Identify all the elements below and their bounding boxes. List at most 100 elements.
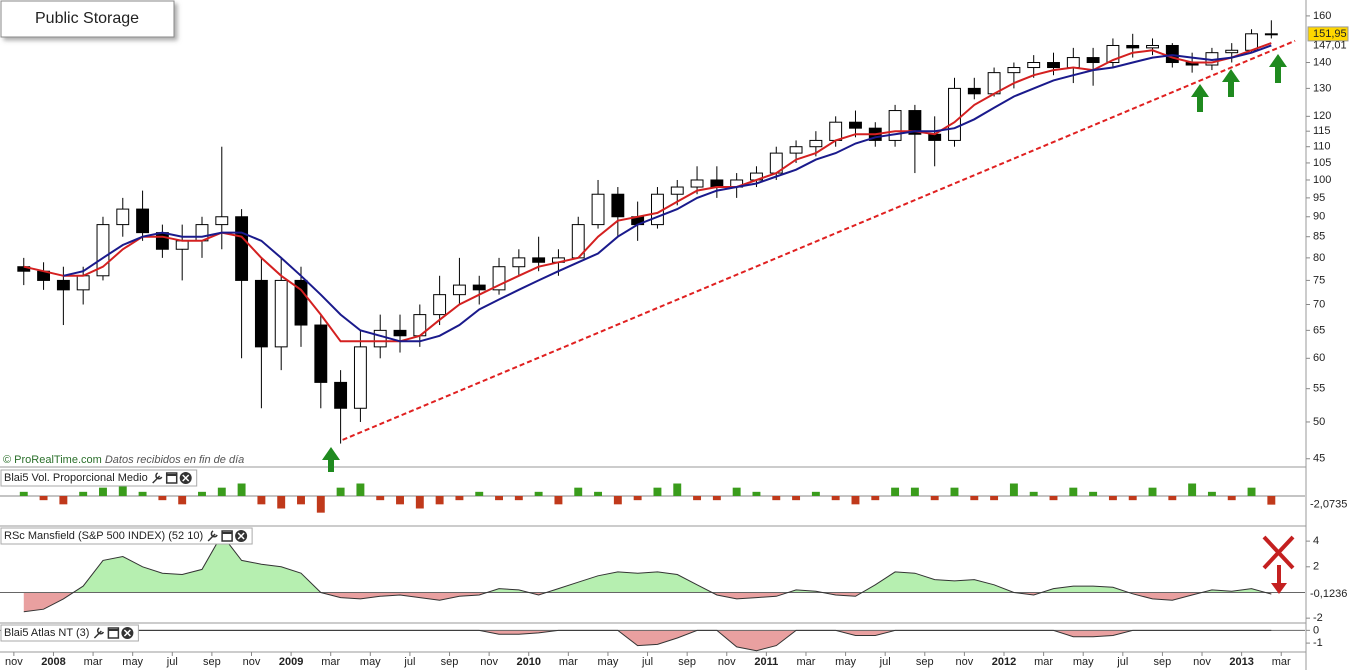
last-value-label: -0,1236	[1310, 588, 1347, 600]
x-tick-label: mar	[1034, 656, 1053, 668]
candle-body	[611, 193, 625, 218]
candle-body	[809, 139, 823, 148]
maximize-icon[interactable]	[221, 530, 233, 542]
x-tick-label: jul	[1116, 656, 1128, 668]
y-tick-label: 60	[1313, 352, 1325, 364]
bar	[534, 491, 543, 496]
down-arrow	[1271, 565, 1287, 594]
candle-body	[670, 186, 684, 195]
x-tick-label: sep	[678, 656, 696, 668]
bar	[514, 496, 523, 501]
chart-title: Public Storage	[35, 10, 139, 27]
candle-body	[96, 224, 110, 277]
y-tick-label: 85	[1313, 231, 1325, 243]
bar	[435, 496, 444, 505]
bar	[1108, 496, 1117, 501]
candle-body	[591, 193, 605, 226]
x-tick-label: sep	[203, 656, 221, 668]
bar	[455, 496, 464, 501]
x-tick-label: nov	[956, 656, 974, 668]
y-tick-label: 2	[1313, 561, 1319, 573]
candle-body	[136, 208, 150, 234]
pane-title-box	[0, 624, 139, 642]
maximize-icon[interactable]	[165, 472, 178, 484]
candle-body	[452, 284, 466, 296]
settings-icon[interactable]	[207, 530, 218, 542]
indicator-line	[23, 629, 1272, 652]
candle-body	[1007, 67, 1021, 74]
bar	[613, 496, 622, 505]
y-tick-label: 130	[1313, 82, 1331, 94]
x-tick-label: sep	[1154, 656, 1172, 668]
bar	[257, 496, 266, 505]
bar	[752, 491, 761, 496]
x-tick-label: may	[835, 656, 856, 668]
bar	[1069, 487, 1078, 496]
x-tick-label: 2009	[279, 656, 303, 668]
pane-header: Blai5 Vol. Proporcional Medio	[0, 469, 198, 487]
settings-icon[interactable]	[152, 472, 163, 484]
bar	[1267, 496, 1276, 505]
bar	[19, 491, 28, 496]
y-tick-label: 65	[1313, 324, 1325, 336]
bar	[891, 487, 900, 496]
pane-header: Blai5 Atlas NT (3)	[0, 624, 139, 642]
watermark-note: Datos recibidos en fin de día	[105, 454, 244, 466]
y-tick-label: 160	[1313, 10, 1331, 22]
candle-body	[849, 121, 862, 129]
bar	[277, 496, 286, 509]
candle-body	[710, 179, 724, 188]
last-price-label: 147,01	[1313, 39, 1347, 51]
candle-body	[512, 257, 526, 268]
bar	[772, 496, 781, 501]
bar	[1148, 487, 1157, 496]
candle-body	[235, 216, 249, 281]
area-positive	[73, 534, 1266, 593]
moving-average	[63, 44, 1272, 343]
bar	[1227, 496, 1236, 501]
bar	[653, 487, 662, 496]
y-tick-label: 95	[1313, 192, 1325, 204]
settings-icon[interactable]	[93, 627, 105, 639]
candle-body	[155, 232, 169, 250]
bar	[1247, 487, 1256, 496]
bar	[198, 491, 206, 496]
candle-body	[433, 294, 447, 316]
bar	[415, 496, 424, 509]
bar	[178, 496, 187, 505]
maximize-icon[interactable]	[107, 627, 120, 639]
bar	[39, 496, 48, 501]
bar	[910, 487, 919, 496]
signal-arrows	[322, 54, 1287, 472]
pane-title: RSc Mansfield (S&P 500 INDEX) (52 10)	[4, 530, 203, 542]
up-arrow	[322, 447, 340, 472]
x-tick-label: jul	[403, 656, 415, 668]
candle-body	[56, 279, 70, 291]
x-tick-label: may	[1073, 656, 1094, 668]
bar	[970, 496, 979, 501]
x-tick-label: sep	[916, 656, 934, 668]
bar	[217, 487, 226, 496]
pane-title: Blai5 Atlas NT (3)	[4, 627, 89, 639]
candle-body	[888, 110, 902, 141]
bar	[297, 496, 305, 505]
y-tick-label: -1	[1313, 637, 1323, 649]
bar	[336, 487, 345, 496]
x-tick-label: may	[360, 656, 381, 668]
y-tick-label: 90	[1313, 211, 1325, 223]
bar	[851, 496, 860, 505]
candle-body	[76, 275, 90, 291]
x-tick-label: nov	[718, 656, 736, 668]
bar	[1029, 491, 1038, 496]
area-negative	[23, 630, 1272, 651]
bar	[732, 487, 741, 496]
bar	[495, 496, 503, 501]
pane-title-box	[0, 527, 253, 545]
y-tick-label: 0	[1313, 624, 1319, 636]
y-tick-label: 55	[1313, 383, 1325, 395]
pane-title-box	[0, 469, 198, 487]
moving-average	[23, 42, 1272, 343]
x-tick-label: 2012	[992, 656, 1016, 668]
candle-body	[393, 329, 407, 337]
